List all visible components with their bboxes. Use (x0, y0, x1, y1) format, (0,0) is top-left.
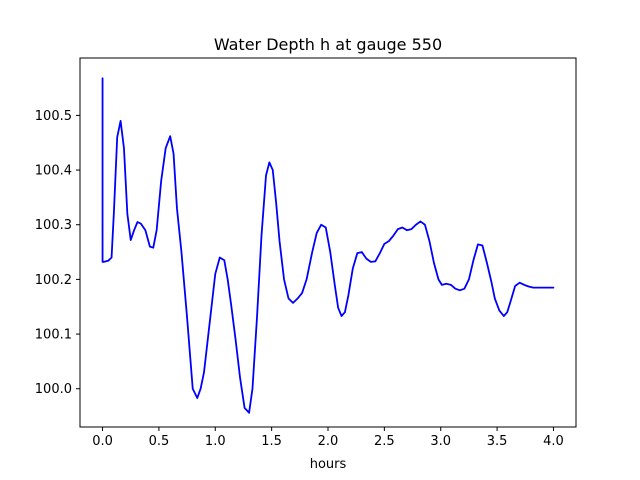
y-axis: 100.0 100.1 100.2 100.3 100.4 100.5 (35, 109, 80, 397)
series-line (101, 77, 555, 414)
x-tick-label: 3.5 (487, 434, 508, 449)
y-tick-label: 100.2 (35, 273, 72, 288)
x-tick-label: 2.5 (374, 434, 395, 449)
x-tick-label: 1.5 (261, 434, 282, 449)
chart-title: Water Depth h at gauge 550 (214, 35, 442, 54)
y-tick-label: 100.1 (35, 328, 72, 343)
x-tick-label: 2.0 (318, 434, 339, 449)
x-tick-label: 4.0 (543, 434, 564, 449)
x-tick-label: 3.0 (430, 434, 451, 449)
plot-area (101, 77, 555, 414)
y-tick-label: 100.4 (35, 164, 72, 179)
x-tick-label: 1.0 (205, 434, 226, 449)
x-tick-label: 0.0 (92, 434, 113, 449)
y-tick-label: 100.5 (35, 109, 72, 124)
x-tick-label: 0.5 (149, 434, 170, 449)
x-axis-label: hours (310, 457, 347, 472)
y-tick-label: 100.3 (35, 218, 72, 233)
y-tick-label: 100.0 (35, 382, 72, 397)
x-axis: 0.0 0.5 1.0 1.5 2.0 2.5 3.0 3.5 4.0 (92, 427, 564, 449)
